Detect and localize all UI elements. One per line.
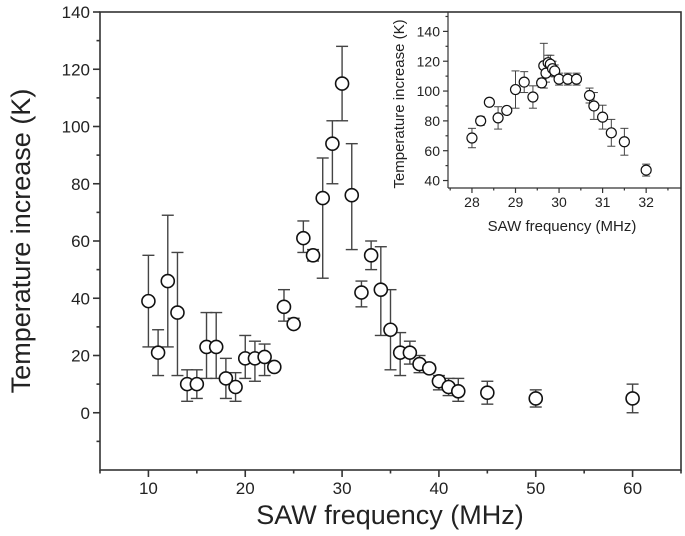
data-point (402, 345, 418, 360)
data-point (597, 111, 609, 123)
data-point (421, 361, 437, 376)
y-tick-label: 100 (62, 118, 90, 137)
data-point (315, 190, 331, 206)
y-tick-label: 120 (62, 60, 90, 79)
data-point (276, 299, 292, 315)
x-tick-label: 50 (526, 479, 545, 498)
data-point (583, 89, 596, 102)
data-point (257, 349, 272, 365)
y-tick-label: 100 (417, 83, 441, 99)
data-point (334, 76, 350, 91)
data-point (373, 282, 389, 297)
data-point (383, 322, 398, 338)
data-point (466, 132, 478, 144)
data-point (228, 379, 243, 395)
data-point (450, 383, 466, 399)
data-point (536, 77, 548, 89)
data-point (588, 100, 600, 112)
data-point (189, 376, 205, 392)
error-bar (316, 157, 329, 279)
data-point (518, 76, 530, 88)
data-point (266, 359, 282, 375)
y-tick-label: 40 (424, 173, 440, 189)
x-tick-label: 30 (333, 479, 352, 498)
y-tick-label: 40 (71, 289, 90, 308)
inset-plot: 28 29 30 31 32 40 60 80 100 120 140 (417, 12, 681, 210)
error-bar (326, 120, 339, 185)
data-point (296, 230, 311, 246)
x-tick-label: 28 (464, 194, 480, 210)
y-tick-label: 80 (424, 113, 440, 129)
y-tick-label: 140 (417, 23, 441, 39)
data-point (325, 136, 340, 151)
y-tick-label: 80 (71, 175, 90, 194)
x-tick-label: 30 (551, 194, 567, 210)
x-tick-label: 10 (139, 479, 158, 498)
data-point (618, 136, 630, 148)
data-point (354, 285, 369, 300)
main-x-axis-label: SAW frequency (MHz) (256, 500, 524, 530)
x-tick-label: 40 (429, 479, 448, 498)
data-point (363, 248, 379, 263)
y-tick-label: 60 (71, 232, 90, 251)
data-point (640, 164, 652, 176)
data-point (509, 83, 522, 96)
data-point (208, 339, 224, 355)
y-tick-label: 60 (424, 143, 440, 159)
x-tick-label: 32 (638, 194, 654, 210)
data-point (527, 91, 539, 103)
data-point (483, 96, 495, 108)
x-tick-label: 60 (623, 479, 642, 498)
data-point (286, 316, 301, 332)
data-point (344, 187, 360, 203)
data-point (625, 391, 640, 406)
x-tick-label: 20 (236, 479, 255, 498)
main-plot: 10 20 30 40 50 60 0 20 40 60 80 100 120 140 (62, 3, 682, 498)
data-point (305, 248, 321, 263)
y-tick-label: 140 (62, 3, 90, 22)
y-tick-label: 20 (71, 347, 90, 366)
x-tick-label: 31 (595, 194, 611, 210)
data-point (160, 273, 176, 289)
main-y-axis-label: Temperature increase (K) (6, 89, 36, 394)
y-tick-label: 0 (81, 404, 90, 423)
data-point (170, 305, 185, 320)
data-point (475, 115, 487, 127)
data-point (528, 391, 544, 406)
x-tick-label: 29 (508, 194, 524, 210)
inset-y-axis-label: Temperature increase (K) (391, 19, 408, 188)
y-tick-label: 120 (417, 53, 441, 69)
data-point (480, 385, 495, 401)
inset-x-axis-label: SAW frequency (MHz) (488, 218, 637, 235)
data-point (501, 104, 513, 117)
data-point (150, 345, 166, 360)
data-point (141, 293, 156, 309)
data-point (492, 112, 504, 124)
data-point (218, 371, 234, 386)
data-point (605, 127, 617, 139)
data-point (570, 73, 583, 85)
